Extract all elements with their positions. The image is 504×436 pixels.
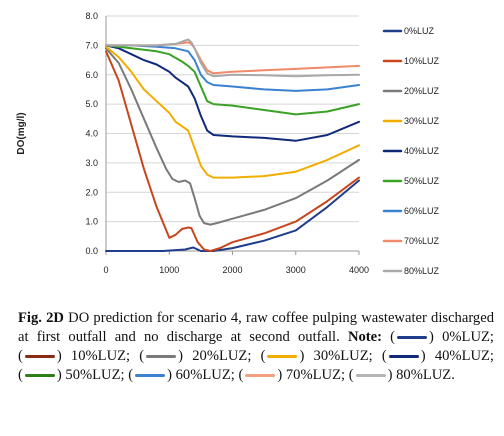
y-tick-label: 5.0 <box>85 99 98 109</box>
y-tick-label: 0.0 <box>85 246 98 256</box>
caption-key: () 50%LUZ; <box>18 367 125 383</box>
caption-key-swatch <box>397 336 428 340</box>
x-tick-label: 3000 <box>286 265 306 275</box>
caption-label: Fig. 2D <box>18 310 64 326</box>
figure-caption: Fig. 2D DO prediction for scenario 4, ra… <box>18 309 494 385</box>
y-tick-label: 1.0 <box>85 217 98 227</box>
series-line-20pct-luz <box>105 47 360 226</box>
do-prediction-chart: 0.0 1.0 2.0 3.0 4.0 5.0 6.0 7.0 8.0 0 1000 2000 3000… <box>16 11 440 276</box>
series-line-10pct-luz <box>105 50 360 252</box>
x-tick-label: 0 <box>103 265 108 275</box>
legend-entry-label: 20%LUZ <box>404 86 440 96</box>
series-line-40pct-luz <box>105 44 360 142</box>
y-tick-label: 3.0 <box>85 158 98 168</box>
caption-key-swatch <box>146 355 177 359</box>
caption-key-label: 70%LUZ; <box>285 367 346 383</box>
legend-entry-label: 80%LUZ <box>404 266 440 276</box>
caption-key-swatch <box>24 355 55 359</box>
caption-key-swatch <box>24 374 55 378</box>
series-line-60pct-luz <box>105 44 360 92</box>
legend-entry-label: 0%LUZ <box>404 26 435 36</box>
caption-key-label: 30%LUZ; <box>313 348 373 364</box>
caption-key-label: 20%LUZ; <box>192 348 252 364</box>
caption-key-label: 60%LUZ; <box>175 367 235 383</box>
caption-key-label: 0%LUZ; <box>442 329 494 345</box>
legend-entry-label: 60%LUZ <box>404 206 440 216</box>
legend-entry-label: 40%LUZ <box>404 146 440 156</box>
y-axis-title: DO(mg/l) <box>16 112 27 154</box>
caption-key: () 60%LUZ; <box>128 367 235 383</box>
caption-key-swatch <box>245 374 276 378</box>
caption-note-label: Note: <box>347 329 382 345</box>
x-tick-label: 4000 <box>349 265 369 275</box>
caption-key: () 70%LUZ; <box>238 367 346 383</box>
caption-key: () 10%LUZ; <box>18 348 131 364</box>
y-tick-label: 4.0 <box>85 129 98 139</box>
caption-key-label: 80%LUZ. <box>396 367 455 383</box>
y-tick-label: 8.0 <box>85 11 98 21</box>
legend-entry-label: 50%LUZ <box>404 176 440 186</box>
series-line-80pct-luz <box>105 38 360 78</box>
caption-keys: () 0%LUZ; () 10%LUZ; () 20%LUZ; () 30%LU… <box>18 329 494 383</box>
chart-area: 0.0 1.0 2.0 3.0 4.0 5.0 6.0 7.0 8.0 0 1000 2000 3000… <box>16 11 440 276</box>
caption-key-swatch <box>355 374 386 378</box>
caption-key: () 40%LUZ; <box>381 348 494 364</box>
x-tick-label: 2000 <box>222 265 242 275</box>
caption-key: () 0%LUZ; <box>390 329 494 345</box>
caption-key-swatch <box>388 355 419 359</box>
series-line-30pct-luz <box>105 45 360 179</box>
caption-key: () 30%LUZ; <box>260 348 373 364</box>
caption-key-label: 40%LUZ; <box>434 348 494 364</box>
y-tick-label: 6.0 <box>85 70 98 80</box>
legend-entry-label: 70%LUZ <box>404 236 440 246</box>
legend-entry-label: 30%LUZ <box>404 116 440 126</box>
series-line-0pct-luz <box>105 179 360 252</box>
caption-text: DO prediction for scenario 4, raw coffee… <box>18 310 494 345</box>
caption-key-swatch <box>267 355 298 359</box>
caption-key-label: 50%LUZ; <box>65 367 125 383</box>
legend-entry-label: 10%LUZ <box>404 56 440 66</box>
caption-key: () 80%LUZ. <box>348 367 455 383</box>
series-line-50pct-luz <box>105 44 360 116</box>
y-tick-label: 7.0 <box>85 40 98 50</box>
y-tick-label: 2.0 <box>85 187 98 197</box>
x-tick-label: 1000 <box>159 265 179 275</box>
caption-key: () 20%LUZ; <box>139 348 252 364</box>
caption-key-label: 10%LUZ; <box>70 348 131 364</box>
caption-key-swatch <box>135 374 166 378</box>
